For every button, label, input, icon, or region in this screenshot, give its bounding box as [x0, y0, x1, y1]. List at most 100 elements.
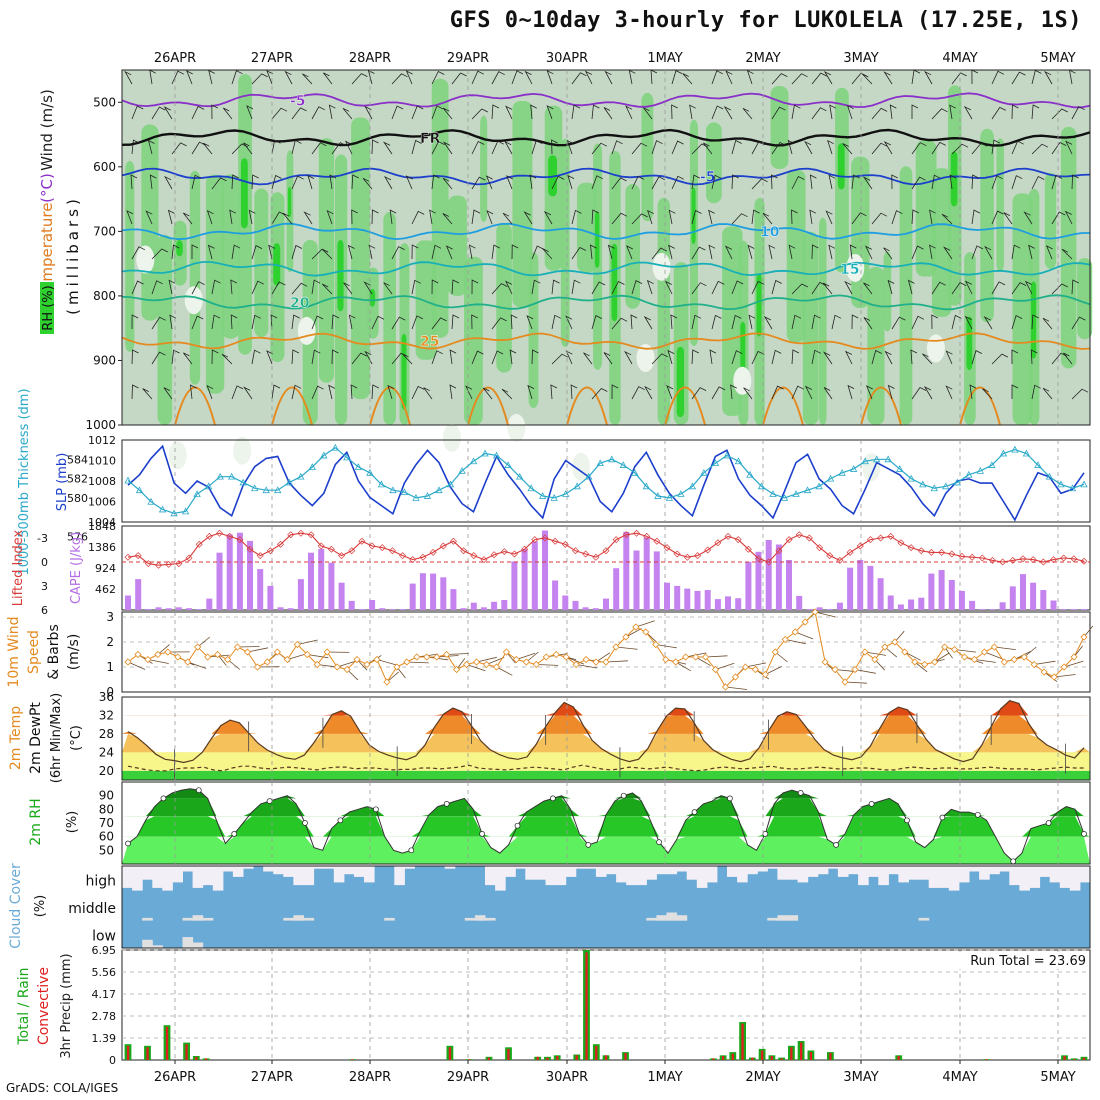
cape-bar	[1050, 600, 1057, 610]
cape-axis-label: CAPE (J/kg)	[69, 532, 84, 604]
thickness-point	[976, 467, 985, 474]
lifted-index-point	[1039, 558, 1047, 566]
cape-bar	[186, 608, 192, 610]
cloud-middle-cell	[777, 915, 788, 921]
cape-bar	[714, 599, 721, 610]
wind-barb	[442, 213, 453, 225]
wind-barb	[731, 139, 742, 155]
surface-wind-barb	[476, 656, 497, 663]
cloud-high-clear	[878, 866, 889, 886]
cape-bar	[999, 602, 1006, 610]
wind-barb	[1071, 316, 1086, 330]
rh-band	[1012, 193, 1033, 425]
wind-barb	[846, 104, 854, 120]
temp-tick-label: 32	[99, 708, 114, 722]
cape-bar	[297, 579, 304, 610]
lifted-index-point	[999, 558, 1007, 566]
slp-tick-label: 1008	[88, 475, 116, 488]
rh-tick-label: 60	[99, 830, 114, 844]
cloud-middle-cell	[182, 917, 194, 921]
cape-bar	[745, 561, 752, 610]
wind-barb	[151, 106, 166, 120]
lifted-index-point	[297, 529, 305, 537]
lifted-index-point	[561, 540, 569, 548]
thickness-point	[596, 459, 604, 467]
rh-high-patch	[594, 211, 600, 269]
lifted-index-point	[134, 552, 142, 560]
wind-barb	[151, 351, 166, 365]
wind-barb	[791, 385, 804, 400]
precip-convective-bar	[770, 1056, 773, 1060]
wind-speed-point	[960, 653, 969, 661]
wind-barb	[1031, 104, 1040, 120]
wind-barb	[371, 384, 379, 400]
rh-band	[883, 251, 892, 332]
wind-barb	[907, 279, 915, 295]
rh-point	[797, 790, 804, 796]
wind-barb	[982, 388, 993, 400]
wind-axis-label-3: & Barbs	[46, 624, 62, 680]
wind-barb	[271, 384, 281, 400]
lifted-index-point	[836, 556, 844, 564]
cape-bar	[338, 582, 345, 610]
cloud-high-clear	[969, 866, 980, 872]
wind-barb	[211, 177, 227, 190]
cloud-middle-cell	[666, 912, 678, 921]
wind-barb	[571, 104, 581, 120]
wind-speed-point	[443, 650, 451, 659]
wind-barb	[630, 314, 638, 330]
li-tick-label: 6	[41, 604, 48, 617]
cape-bar	[836, 602, 843, 610]
lifted-index-point	[897, 539, 905, 547]
wind-speed-point	[453, 665, 461, 674]
wind-barb	[571, 246, 587, 260]
cloud-low-cell	[192, 942, 204, 948]
cloud-middle-cell	[303, 917, 315, 921]
wind-barb	[371, 139, 379, 155]
wind-barb	[567, 174, 575, 190]
wind-speed-point	[990, 643, 998, 651]
wind-barb	[1042, 317, 1053, 330]
thickness-point	[435, 486, 443, 494]
rh-legend-label: RH (%)	[41, 285, 56, 330]
wind-barb	[804, 140, 813, 155]
cape-bar	[918, 597, 925, 610]
wind-barb	[709, 349, 717, 365]
thickness-point	[896, 465, 904, 472]
cape-bar	[755, 551, 762, 610]
wind-barb	[131, 105, 144, 120]
wind-speed-point	[303, 650, 311, 659]
wind-barb	[844, 350, 853, 365]
wind-barb	[348, 314, 356, 330]
wind-barb	[626, 245, 633, 260]
precip-convective-bar	[800, 1042, 803, 1060]
wind-barb	[951, 282, 967, 295]
wind-barb	[551, 175, 565, 190]
cape-bar	[887, 595, 894, 610]
temp-fill-band	[122, 700, 1090, 716]
precip-convective-bar	[829, 1052, 832, 1060]
wind-barb	[431, 174, 440, 190]
wind-speed-point	[413, 653, 421, 661]
wind-barb	[266, 70, 274, 85]
wind-barb	[631, 280, 643, 295]
lifted-index-point	[541, 534, 549, 542]
rh-band	[706, 122, 722, 204]
rh-tick-label: 80	[99, 802, 114, 816]
wind-speed-point	[522, 658, 530, 666]
surface-wind-barb	[625, 628, 642, 638]
wind-speed-point	[393, 663, 401, 671]
lifted-index-point	[633, 529, 641, 537]
wind-barb	[651, 176, 666, 190]
precip-convective-bar	[487, 1057, 491, 1060]
wind-speed-point	[1020, 653, 1028, 661]
wind-barb	[631, 142, 648, 155]
thickness-point	[792, 490, 800, 497]
cape-bar	[552, 580, 559, 610]
wind-barb	[485, 175, 493, 190]
surface-isotherm-loop	[174, 386, 216, 426]
rh-band	[802, 231, 819, 425]
wind-barb	[411, 315, 424, 330]
wind-barb	[747, 244, 755, 260]
